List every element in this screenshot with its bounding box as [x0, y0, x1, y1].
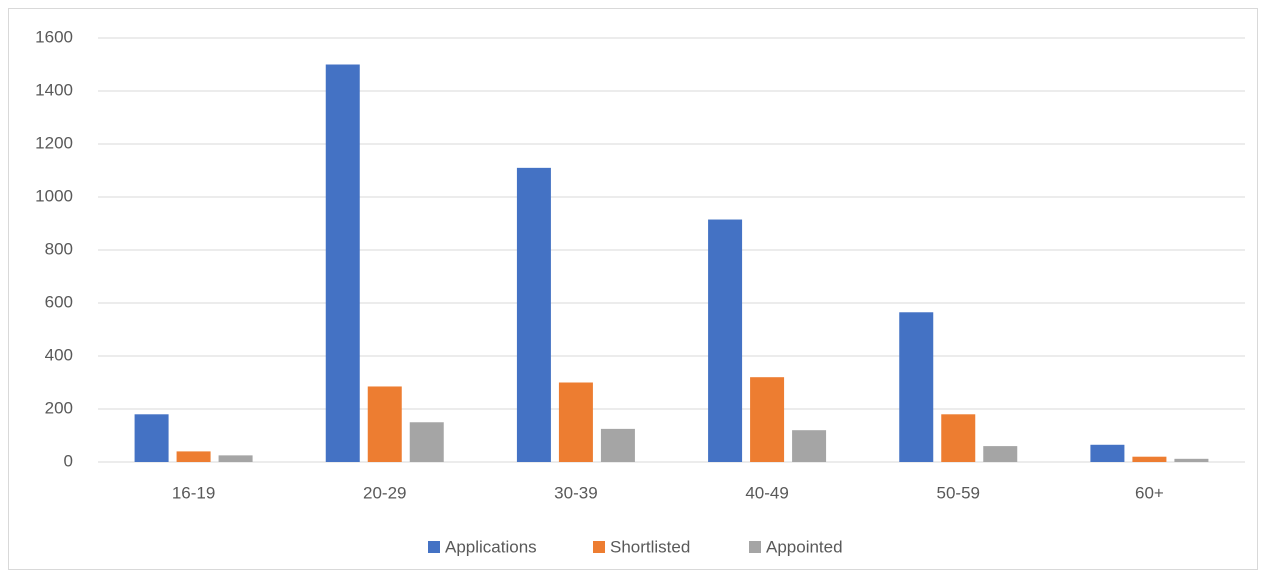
bar [134, 414, 169, 462]
y-tick-label: 1400 [35, 80, 73, 99]
x-tick-label: 40-49 [745, 483, 788, 502]
bar [325, 64, 360, 462]
bar [941, 414, 976, 462]
bar [558, 382, 593, 462]
bar [516, 167, 551, 462]
legend-swatch [593, 541, 605, 553]
bar [899, 312, 934, 462]
bar [367, 386, 402, 462]
legend-swatch [428, 541, 440, 553]
legend-swatch [749, 541, 761, 553]
y-tick-label: 1600 [35, 27, 73, 46]
y-tick-label: 800 [45, 239, 73, 258]
y-tick-label: 400 [45, 345, 73, 364]
chart-border [8, 8, 1258, 570]
x-tick-label: 60+ [1135, 483, 1164, 502]
bar [1174, 458, 1209, 462]
x-tick-label: 30-39 [554, 483, 597, 502]
bar [1090, 444, 1125, 462]
bar [1132, 456, 1167, 462]
bar [176, 451, 211, 462]
x-tick-label: 16-19 [172, 483, 215, 502]
bar [218, 455, 253, 462]
bar [409, 422, 444, 462]
legend-label: Applications [445, 537, 537, 556]
y-tick-label: 200 [45, 398, 73, 417]
y-tick-label: 600 [45, 292, 73, 311]
y-tick-label: 1000 [35, 186, 73, 205]
x-tick-label: 20-29 [363, 483, 406, 502]
bar [792, 430, 827, 462]
y-tick-label: 0 [64, 451, 73, 470]
x-tick-label: 50-59 [937, 483, 980, 502]
legend-label: Appointed [766, 537, 843, 556]
bar [750, 377, 785, 462]
bar [708, 219, 743, 462]
bar [983, 446, 1018, 462]
legend-label: Shortlisted [610, 537, 690, 556]
bar [600, 428, 635, 462]
y-tick-label: 1200 [35, 133, 73, 152]
